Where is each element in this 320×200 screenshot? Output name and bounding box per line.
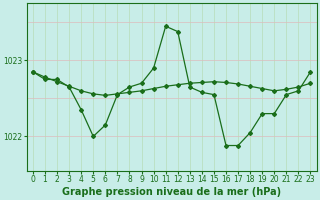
X-axis label: Graphe pression niveau de la mer (hPa): Graphe pression niveau de la mer (hPa) bbox=[62, 187, 281, 197]
